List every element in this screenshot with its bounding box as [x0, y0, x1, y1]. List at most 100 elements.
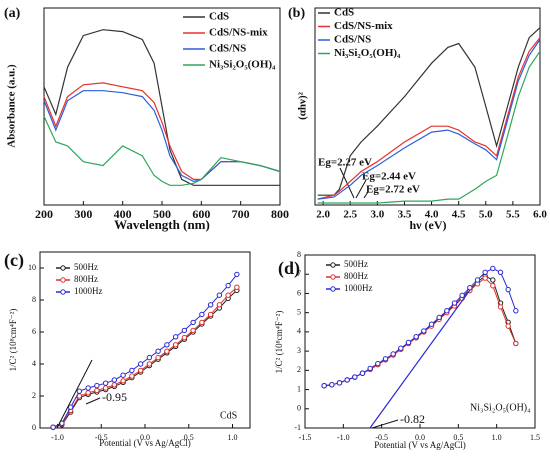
marker [94, 387, 100, 394]
marker [155, 348, 161, 354]
y-tick-label: 6 [32, 327, 36, 336]
marker [336, 380, 343, 386]
x-tick-label: 6.0 [533, 209, 547, 221]
y-axis-label: (αhν)² [297, 91, 309, 119]
legend-label: Ni₃Si₂O₅(OH)₄ [209, 59, 276, 71]
marker [398, 345, 404, 351]
x-tick-label: 200 [35, 207, 53, 221]
y-tick-label: 10 [28, 263, 36, 272]
legend-label: CdS/NS-mix [334, 20, 393, 32]
x-tick-label: 600 [192, 207, 210, 221]
marker [50, 424, 56, 430]
legend-label: Ni₃Si₂O₅(OH)₄ [334, 47, 401, 59]
series-line [52, 274, 238, 428]
marker [76, 388, 83, 394]
plot-frame [314, 7, 541, 206]
x-tick-label: 3.5 [398, 209, 412, 221]
marker [513, 308, 519, 314]
marker [505, 323, 511, 329]
marker [451, 300, 458, 306]
legend-marker [330, 274, 336, 280]
x-tick-label: 500 [153, 207, 171, 221]
marker [102, 385, 109, 391]
x-tick-label: -1.0 [337, 433, 350, 442]
x-tick-label: 0.0 [140, 433, 150, 442]
legend-label: 500Hz [74, 262, 98, 272]
x-tick-label: -0.5 [95, 433, 108, 442]
annotation: -0.95 [102, 390, 127, 404]
panel-label: (d) [278, 258, 300, 279]
plot-frame [39, 251, 251, 429]
marker [111, 382, 118, 388]
marker [85, 385, 91, 391]
legend-label: CdS/NS [209, 43, 246, 55]
marker [513, 340, 519, 347]
series-line [317, 39, 541, 200]
x-tick-label: 0.5 [184, 433, 194, 442]
x-tick-label: 700 [232, 207, 250, 221]
x-tick-label: 800 [271, 207, 289, 221]
y-tick-label: -1 [294, 423, 301, 432]
marker [164, 348, 170, 354]
marker [421, 328, 427, 334]
y-tick-label: 3 [297, 346, 301, 355]
y-axis-label: 1/C² (10⁸cm⁴F⁻²) [274, 311, 284, 374]
series-line [52, 290, 238, 428]
marker [181, 334, 188, 341]
y-tick-label: 2 [297, 365, 301, 374]
marker [172, 342, 179, 348]
legend-label: CdS [209, 11, 229, 23]
x-tick-label: 2.5 [343, 209, 357, 221]
marker [155, 354, 161, 361]
marker [375, 360, 381, 367]
legend-label: 1000Hz [344, 283, 373, 293]
series-line [317, 27, 541, 196]
legend-label: CdS/NS-mix [209, 27, 268, 39]
panel-label: (b) [288, 6, 305, 21]
series-line [317, 37, 541, 200]
x-tick-label: 400 [114, 207, 132, 221]
x-axis-label: hν (eV) [409, 218, 446, 232]
y-tick-label: 5 [297, 307, 301, 316]
marker [199, 311, 205, 318]
series-line [43, 29, 280, 186]
marker [146, 354, 153, 361]
legend-label: 800Hz [74, 274, 98, 284]
y-tick-label: 0 [297, 404, 301, 413]
marker [207, 302, 214, 308]
marker [102, 380, 109, 386]
tangent-line [56, 359, 93, 429]
annotation-arrow [371, 419, 399, 429]
legend-marker [60, 277, 66, 283]
marker [359, 370, 366, 376]
marker [490, 265, 496, 272]
annotation-arrows [339, 167, 369, 199]
marker [428, 321, 435, 327]
y-tick-label: 0 [32, 423, 36, 432]
marker [129, 367, 135, 374]
marker [190, 327, 196, 334]
marker [497, 269, 504, 275]
x-tick-label: 0.0 [415, 433, 425, 442]
marker [137, 361, 144, 367]
y-tick-label: 4 [297, 327, 301, 336]
x-tick-label: 300 [74, 207, 92, 221]
x-tick-label: 5.5 [506, 209, 520, 221]
y-axis-label: 1/C² (10⁸cm⁴F⁻²) [8, 309, 18, 372]
legend-label: 800Hz [344, 271, 368, 281]
marker [467, 284, 473, 291]
marker [94, 382, 100, 389]
legend-marker [60, 265, 66, 271]
x-tick-label: 3.0 [370, 209, 384, 221]
marker [137, 367, 144, 374]
panel-label: (c) [4, 250, 24, 271]
marker [490, 277, 496, 283]
marker [490, 283, 496, 289]
x-tick-label: -0.5 [375, 433, 388, 442]
legend-label: 500Hz [344, 259, 368, 269]
marker [146, 361, 153, 367]
x-tick-label: 1.0 [492, 433, 502, 442]
legend-marker [330, 286, 336, 292]
marker [85, 390, 91, 396]
series-line [43, 116, 281, 186]
